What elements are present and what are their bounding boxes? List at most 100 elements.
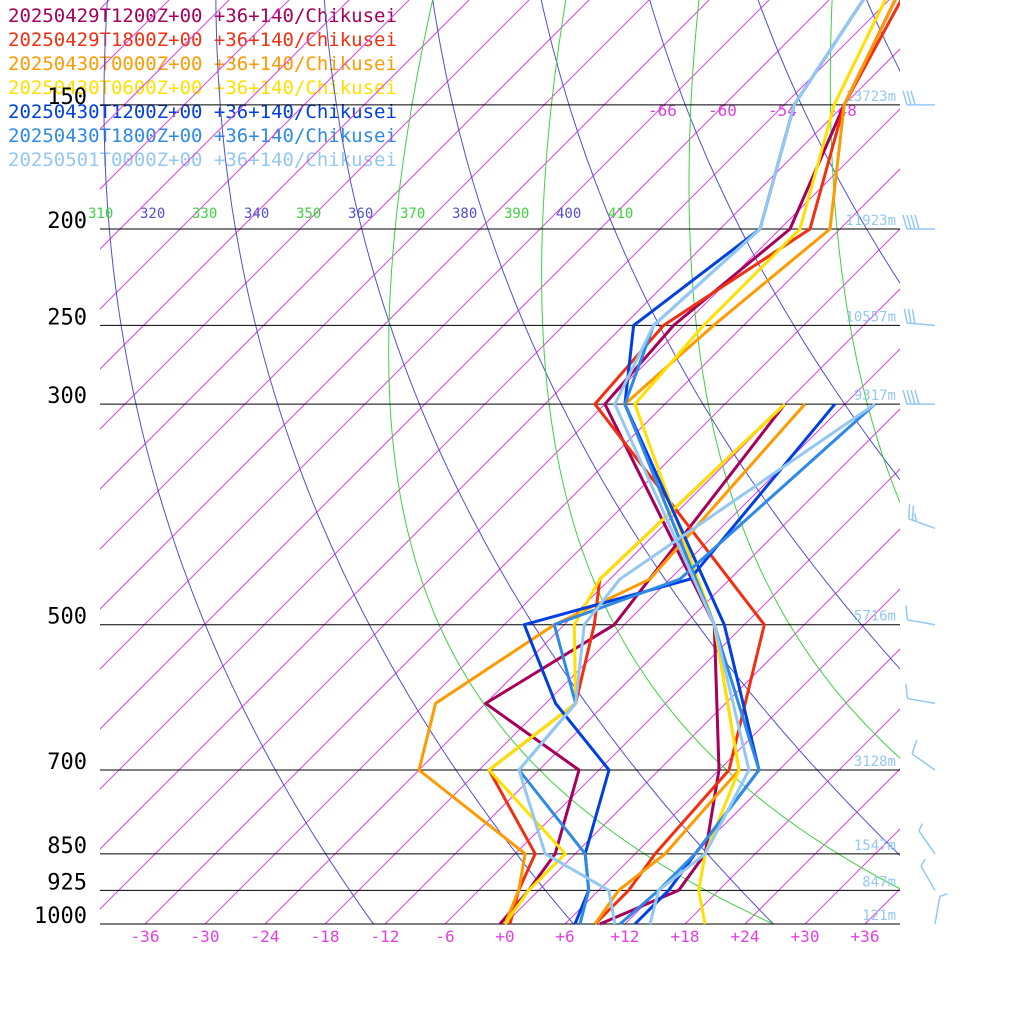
wind-barb-staff	[907, 322, 936, 327]
isotherm-line	[100, 108, 900, 910]
wind-barb-flag	[910, 90, 916, 106]
dry-adiabat-line	[757, 0, 900, 284]
isotherm-line	[324, 348, 900, 924]
temperature-profile-6	[613, 0, 865, 925]
wind-barb	[902, 90, 935, 106]
legend-entry: 20250429T1200Z+00 +36+140/Chikusei	[8, 5, 397, 27]
isotherm-line	[264, 288, 900, 924]
wind-barb-flag	[907, 504, 911, 519]
wind-barb-flag	[910, 389, 916, 405]
moist-adiabat-line	[829, 0, 900, 504]
isotherm-line	[985, 0, 1024, 924]
x-tick-label: -12	[371, 927, 400, 946]
isotherm-line	[144, 168, 900, 924]
wind-barb-flag	[905, 684, 909, 699]
wind-barb-staff	[911, 753, 936, 771]
wind-barb-flag	[914, 214, 920, 230]
isentrope-label: 380	[452, 206, 477, 222]
wind-barb-staff	[918, 830, 936, 855]
dry-adiabat-line	[432, 0, 900, 857]
height-label: 847m	[862, 874, 896, 890]
wind-barb	[905, 684, 936, 705]
wind-barb-flag	[902, 90, 908, 106]
isotherm-line	[100, 0, 590, 490]
wind-barb-flag	[911, 739, 918, 755]
wind-barb	[903, 308, 936, 327]
legend-entry: 20250430T0600Z+00 +36+140/Chikusei	[8, 77, 397, 99]
pressure-label: 1000	[34, 904, 87, 929]
height-label: 3128m	[854, 754, 896, 770]
profiles	[417, 0, 900, 926]
wind-barb	[907, 504, 936, 530]
dry-adiabat-line	[866, 0, 900, 73]
isotherm-line	[925, 0, 1024, 924]
x-tick-label: +36	[851, 927, 880, 946]
wind-barb-flag	[907, 308, 912, 324]
pressure-label: 700	[47, 750, 87, 775]
x-tick-label: +24	[731, 927, 760, 946]
pressure-label: 250	[47, 305, 87, 330]
temperature-profile-3	[633, 0, 887, 925]
height-label: 13723m	[845, 89, 896, 105]
pressure-label: 200	[47, 209, 87, 234]
wind-barb	[911, 739, 936, 771]
wind-barb-flag	[902, 214, 908, 230]
isentrope-label: 350	[296, 206, 321, 222]
isotherm-line	[100, 0, 890, 790]
isentrope-label: 340	[244, 206, 269, 222]
x-tick-label: -6	[435, 927, 454, 946]
wind-barb-staff	[907, 619, 936, 626]
dewpoint-profile-3	[487, 403, 786, 925]
wind-barb	[920, 858, 936, 891]
pressure-label: 850	[47, 834, 87, 859]
dry-adiabat-line	[215, 0, 575, 924]
pressure-label: 150	[47, 85, 87, 110]
isentrope-label: 320	[140, 206, 165, 222]
height-label: 121m	[862, 908, 896, 924]
dry-adiabat-line	[649, 0, 900, 481]
isotherm-line	[384, 408, 900, 924]
wind-barb-flag	[920, 858, 926, 867]
isotherm-line	[204, 228, 900, 924]
isotherm-label: -66	[648, 101, 677, 120]
x-tick-label: +18	[671, 927, 700, 946]
isotherm-line	[100, 0, 770, 670]
dewpoint-profile-5	[517, 402, 876, 925]
wind-barb-flag	[911, 309, 916, 324]
height-label: 5716m	[854, 609, 896, 625]
isotherm-line	[100, 0, 830, 730]
isotherm-line	[100, 0, 650, 550]
dry-adiabat-line	[540, 0, 900, 670]
wind-barb-flag	[905, 605, 909, 620]
x-tick-label: -30	[191, 927, 220, 946]
temperature-profile-5	[619, 0, 865, 926]
x-tick-label: +0	[495, 927, 514, 946]
isotherm-line	[504, 528, 900, 924]
height-label: 1547m	[854, 838, 896, 854]
wind-barb-flag	[910, 214, 916, 230]
dewpoint-profile-2	[417, 403, 807, 925]
moist-adiabat-line	[388, 0, 775, 924]
pressure-label: 300	[47, 384, 87, 409]
isentrope-label: 390	[504, 206, 529, 222]
wind-barb-flag	[939, 892, 948, 898]
isentrope-label: 370	[400, 206, 425, 222]
moist-adiabat-line	[688, 0, 900, 759]
dry-adiabat-line	[867, 0, 1024, 945]
x-tick-label: +12	[611, 927, 640, 946]
pressure-label: 500	[47, 605, 87, 630]
isotherm-line	[804, 828, 900, 924]
x-tick-label: -18	[311, 927, 340, 946]
isotherm-label: -60	[708, 101, 737, 120]
background-lines	[100, 0, 1024, 945]
wind-barb-flag	[906, 389, 912, 405]
wind-barb-flag	[906, 214, 912, 230]
isentrope-label: 410	[608, 206, 633, 222]
moist-adiabat-line	[541, 0, 900, 890]
height-label: 9317m	[854, 388, 896, 404]
isotherm-line	[100, 0, 530, 430]
wind-barb-flag	[914, 389, 920, 405]
wind-barb-staff	[908, 518, 936, 530]
pressure-label: 925	[47, 870, 87, 895]
isentrope-label: 400	[556, 206, 581, 222]
